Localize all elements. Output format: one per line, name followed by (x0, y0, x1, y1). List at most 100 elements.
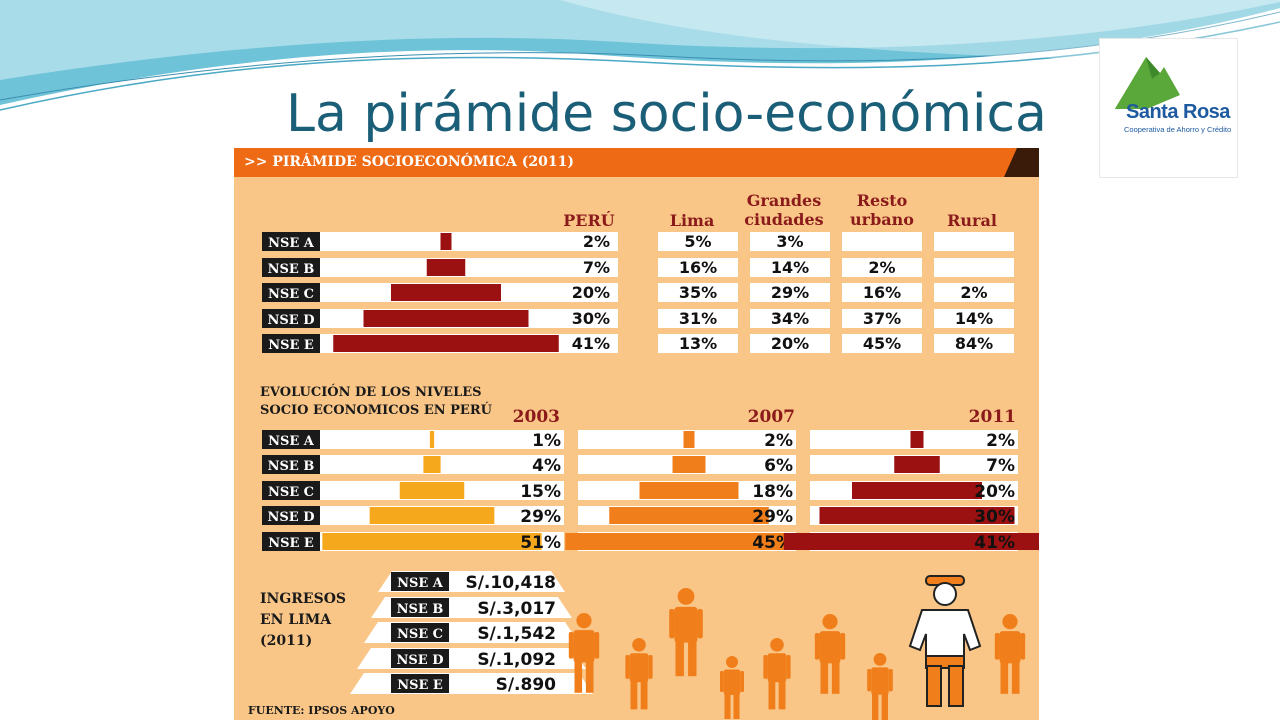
cell-value-4-5: 84% (955, 334, 993, 353)
evolution-row-label-5: NSE E (268, 536, 314, 551)
cell-value-1-1: 5% (684, 232, 711, 251)
evolution-bar-2011-4 (819, 507, 1015, 524)
evolution-bar-2011-2 (894, 456, 940, 473)
pyramid-bar-4 (363, 310, 529, 327)
evolution-bar-2007-4 (609, 507, 769, 524)
evolution-row-label-5-bg (262, 532, 320, 551)
peru-value-2: 7% (583, 258, 610, 277)
col-header-resto-2: urbano (850, 210, 914, 229)
infographic-header-text: >> PIRÁMIDE SOCIOECONÓMICA (2011) (244, 154, 574, 170)
evolution-track-2003-1 (320, 430, 564, 449)
pyramid-row-label-4: NSE D (268, 313, 315, 328)
cell-bg-2-1 (750, 232, 830, 251)
income-value-3: S/.1,542 (477, 624, 556, 644)
pyramid-row-label-4-bg (262, 309, 320, 328)
evolution-value-2011-3: 20% (974, 482, 1015, 502)
person-figure-icon (625, 638, 653, 710)
evolution-bar-2003-1 (429, 431, 435, 448)
col-header-grandes-1: Grandes (747, 191, 821, 210)
cell-value-1-4: 31% (679, 309, 717, 328)
income-title-3: (2011) (260, 633, 312, 649)
source-note: FUENTE: IPSOS APOYO (248, 704, 395, 717)
evolution-value-2003-3: 15% (520, 482, 561, 502)
income-value-5: S/.890 (496, 675, 557, 695)
evolution-row-label-3-bg (262, 481, 320, 500)
year-header-2007: 2007 (748, 407, 795, 427)
col-header-grandes-2: ciudades (744, 210, 823, 229)
pyramid-row-label-2: NSE B (268, 262, 315, 277)
pyramid-row-track-1 (320, 232, 618, 251)
cell-value-3-4: 37% (863, 309, 901, 328)
evolution-bar-2003-3 (399, 482, 465, 499)
cell-value-2-5: 20% (771, 334, 809, 353)
logo-tagline: Cooperativa de Ahorro y Crédito (1124, 125, 1232, 134)
evolution-value-2011-4: 30% (974, 507, 1015, 527)
evolution-row-label-3: NSE C (268, 485, 314, 500)
evolution-row-label-4-bg (262, 506, 320, 525)
slide-title: La pirámide socio-económica (286, 84, 1047, 144)
evolution-value-2003-2: 4% (532, 456, 561, 476)
infographic-header: >> PIRÁMIDE SOCIOECONÓMICA (2011) (234, 148, 1039, 177)
evolution-value-2003-4: 29% (520, 507, 561, 527)
cell-bg-1-1 (658, 232, 738, 251)
cell-value-2-3: 29% (771, 283, 809, 302)
peru-value-5: 41% (572, 334, 610, 353)
income-title-1: INGRESOS (260, 591, 346, 607)
year-header-2011: 2011 (969, 407, 1016, 427)
santa-rosa-logo: Santa Rosa Cooperativa de Ahorro y Crédi… (1099, 38, 1238, 178)
pyramid-row-label-3: NSE C (268, 287, 314, 302)
peru-value-3: 20% (572, 283, 610, 302)
peru-value-4: 30% (572, 309, 610, 328)
evolution-row-label-1: NSE A (268, 434, 315, 449)
pyramid-row-label-1: NSE A (268, 236, 315, 251)
person-figure-icon (867, 653, 893, 720)
pyramid-bar-5 (333, 335, 559, 352)
income-title-2: EN LIMA (260, 612, 332, 628)
cell-bg-1-5 (658, 334, 738, 353)
income-value-4: S/.1,092 (477, 650, 556, 670)
person-figure-icon (669, 588, 703, 677)
person-figure-icon (568, 613, 600, 693)
income-row-label-1: NSE A (397, 576, 444, 591)
pyramid-row-label-1-bg (262, 232, 320, 251)
peru-value-1: 2% (583, 232, 610, 251)
evolution-value-2003-1: 1% (532, 431, 561, 451)
evolution-row-label-2-bg (262, 455, 320, 474)
evolution-row-label-2: NSE B (268, 459, 315, 474)
pyramid-row-label-3-bg (262, 283, 320, 302)
col-header-lima: Lima (670, 211, 715, 230)
evolution-bar-2007-1 (683, 431, 695, 448)
income-value-1: S/.10,418 (465, 573, 556, 593)
income-row-label-1-bg (391, 572, 449, 591)
evolution-bar-2007-2 (672, 456, 706, 473)
worker-figure-icon (908, 575, 982, 707)
cell-value-4-3: 2% (960, 283, 987, 302)
cell-value-2-2: 14% (771, 258, 809, 277)
cell-bg-2-2 (750, 258, 830, 277)
evolution-value-2007-1: 2% (764, 431, 793, 451)
evolution-bar-2011-3 (852, 482, 982, 499)
person-figure-icon (763, 638, 791, 710)
cell-value-1-2: 16% (679, 258, 717, 277)
cell-value-3-2: 2% (868, 258, 895, 277)
income-row-label-2: NSE B (397, 602, 444, 617)
evolution-bar-2007-5 (565, 533, 813, 550)
evolution-title-1: EVOLUCIÓN DE LOS NIVELES (260, 383, 482, 400)
evolution-row-label-1-bg (262, 430, 320, 449)
cell-bg-3-5 (842, 334, 922, 353)
evolution-title-2: SOCIO ECONOMICOS EN PERÚ (260, 401, 493, 418)
col-header-resto-1: Resto (857, 191, 908, 210)
cell-bg-3-1 (842, 232, 922, 251)
cell-value-4-4: 14% (955, 309, 993, 328)
cell-bg-2-3 (750, 283, 830, 302)
evolution-bar-2011-1 (910, 431, 924, 448)
cell-bg-1-3 (658, 283, 738, 302)
cell-bg-3-2 (842, 258, 922, 277)
pyramid-row-label-5: NSE E (268, 338, 314, 353)
evolution-value-2011-1: 2% (986, 431, 1015, 451)
cell-value-1-3: 35% (679, 283, 717, 302)
income-row-label-2-bg (391, 598, 449, 617)
evolution-track-2003-2 (320, 455, 564, 474)
evolution-value-2007-3: 18% (752, 482, 793, 502)
